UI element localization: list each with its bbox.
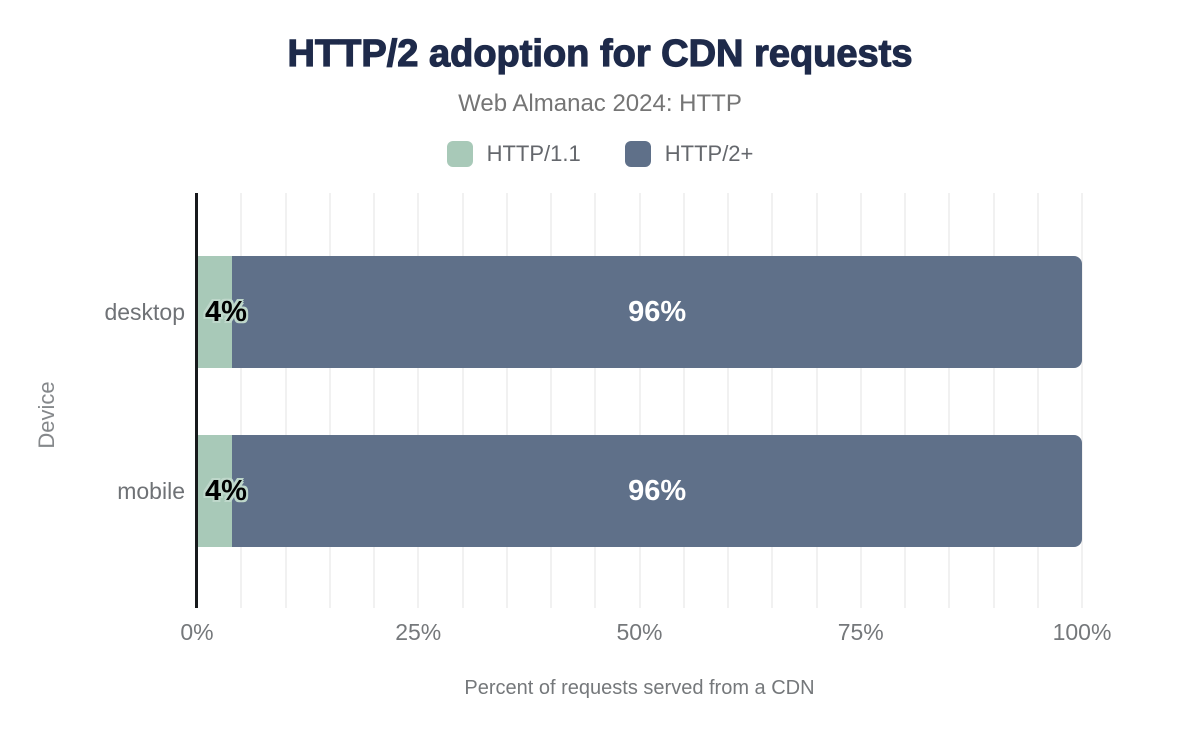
category-label-mobile: mobile [117,477,185,504]
bar-value-label: 96% [628,295,687,328]
legend-label: HTTP/2+ [664,141,754,166]
gridline [461,193,464,608]
y-axis-line [195,193,198,608]
gridline [859,193,862,608]
gridline [948,193,951,608]
legend-item-http11[interactable]: HTTP/1.1 [446,141,581,167]
bar-row-desktop: 4% 96% [197,256,1082,368]
gridline [328,193,331,608]
gridline [284,193,287,608]
legend-swatch [446,141,473,167]
gridline [992,193,995,608]
gridline [1081,193,1083,608]
legend: HTTP/1.1 HTTP/2+ [0,141,1200,167]
gridline [505,193,508,608]
x-axis-title: Percent of requests served from a CDN [464,677,815,699]
bar-value-label: 4% [205,474,247,507]
gridline [727,193,729,608]
bar-segment-desktop-http11[interactable] [197,256,233,368]
x-tick-label: 100% [1052,619,1112,645]
x-tick-label: 0% [180,619,214,645]
x-tick-label: 75% [837,619,884,645]
chart-subtitle: Web Almanac 2024: HTTP [458,90,742,117]
x-tick-label: 50% [616,619,663,645]
legend-label: HTTP/1.1 [486,141,581,166]
gridline [550,193,552,608]
bar-row-mobile: 4% 96% [197,435,1082,547]
bar-segment-mobile-http11[interactable] [197,435,233,547]
bar-segment-desktop-http2[interactable] [232,256,1082,368]
gridline [815,193,818,608]
x-tick-label: 25% [395,619,442,645]
bar-value-label: 96% [628,474,687,507]
gridline [594,193,597,608]
gridline [240,193,243,608]
category-label-desktop: desktop [104,298,185,325]
gridline [417,193,420,608]
gridline [373,193,375,608]
chart-title: HTTP/2 adoption for CDN requests [287,32,913,75]
bar-value-label: 4% [205,295,247,328]
legend-item-http2[interactable]: HTTP/2+ [624,141,754,167]
gridline [682,193,685,608]
bar-segment-mobile-http2[interactable] [232,435,1082,547]
gridline [1036,193,1039,608]
gridline [771,193,774,608]
gridline [904,193,906,608]
legend-swatch [624,141,651,167]
plot-area: 4% 96% 4% 96% [195,193,1083,608]
gridline [638,193,641,608]
